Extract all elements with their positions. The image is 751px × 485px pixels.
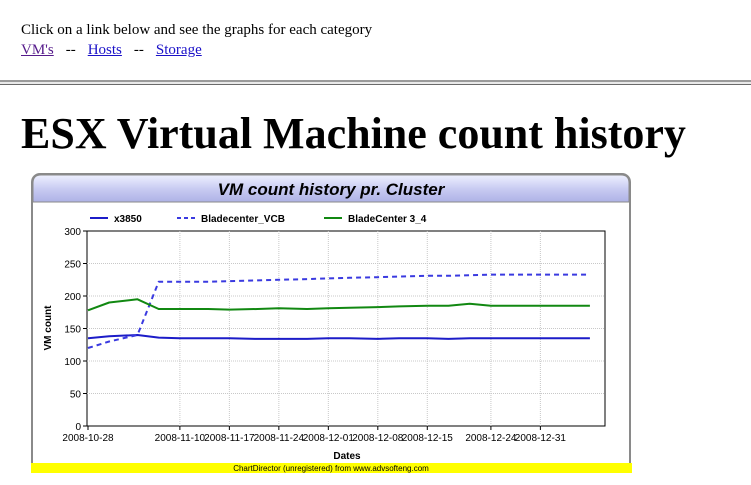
nav-separator: --	[65, 42, 76, 58]
horizontal-rule-highlight	[0, 82, 751, 84]
legend-label: x3850	[114, 214, 142, 225]
x-tick-label: 2008-12-15	[402, 433, 454, 444]
x-tick-label: 2008-10-28	[62, 433, 114, 444]
horizontal-rule	[0, 80, 751, 82]
y-tick-label: 100	[64, 357, 81, 368]
page-title: ESX Virtual Machine count history	[21, 109, 686, 158]
series-line-bladecenter-3-4	[87, 298, 590, 312]
chart-footer: ChartDirector (unregistered) from www.ad…	[233, 464, 429, 473]
y-tick-label: 250	[64, 260, 81, 271]
chart-title-band	[32, 174, 630, 203]
link-vms[interactable]: VM's	[21, 42, 54, 58]
x-tick-label: 2008-11-17	[204, 433, 255, 444]
x-tick-label: 2008-12-08	[352, 433, 404, 444]
x-tick-label: 2008-12-31	[515, 433, 567, 444]
legend-label: BladeCenter 3_4	[348, 214, 427, 225]
vm-count-chart: VM count history pr. Cluster ChartDirect…	[31, 173, 632, 473]
x-axis-label: Dates	[333, 451, 361, 462]
x-tick-label: 2008-11-24	[254, 433, 305, 444]
link-hosts[interactable]: Hosts	[87, 42, 122, 58]
x-tick-label: 2008-11-10	[155, 433, 206, 444]
y-tick-label: 0	[75, 422, 81, 433]
chart-footer-band	[31, 463, 632, 473]
y-tick-label: 50	[70, 390, 82, 401]
series-line-bladecenter-vcb	[87, 273, 590, 349]
y-axis-label: VM count	[43, 305, 54, 351]
y-tick-label: 150	[64, 325, 81, 336]
y-tick-label: 200	[64, 292, 81, 303]
series-line-x3850	[87, 334, 590, 340]
x-tick-label: 2008-12-24	[465, 433, 517, 444]
nav-separator: --	[133, 42, 144, 58]
header-area: Click on a link below and see the graphs…	[0, 0, 751, 80]
instruction-text: Click on a link below and see the graphs…	[21, 22, 373, 38]
x-tick-label: 2008-12-01	[303, 433, 355, 444]
horizontal-rule-shadow	[0, 84, 751, 85]
chart-title: VM count history pr. Cluster	[218, 180, 446, 199]
link-storage[interactable]: Storage	[155, 42, 202, 58]
legend-label: Bladecenter_VCB	[201, 214, 285, 225]
category-nav: VM's -- Hosts -- Storage	[21, 42, 202, 59]
chart-container: VM count history pr. Cluster ChartDirect…	[30, 172, 633, 475]
y-tick-label: 300	[64, 227, 81, 238]
